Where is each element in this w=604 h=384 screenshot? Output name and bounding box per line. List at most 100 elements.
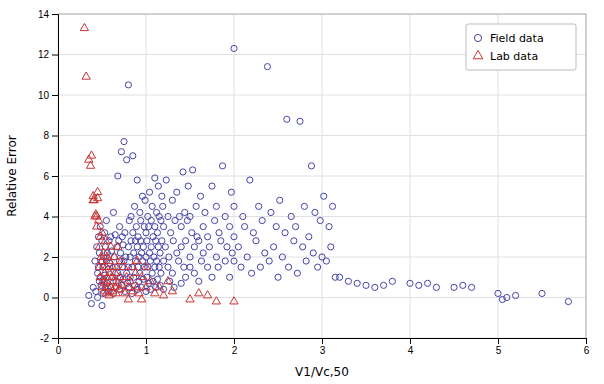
tick: 2 bbox=[232, 338, 238, 356]
point bbox=[328, 244, 334, 250]
tick-label: 3 bbox=[320, 345, 326, 356]
tick: 12 bbox=[38, 49, 58, 60]
point bbox=[159, 193, 165, 199]
point bbox=[82, 72, 90, 79]
tick-mark bbox=[52, 14, 58, 15]
tick-label: 6 bbox=[43, 171, 49, 182]
tick-mark bbox=[52, 298, 58, 299]
point bbox=[115, 173, 121, 179]
point bbox=[300, 244, 306, 250]
point bbox=[157, 250, 163, 256]
point bbox=[284, 116, 290, 122]
tick-label: 10 bbox=[38, 90, 50, 101]
point bbox=[198, 258, 204, 264]
point bbox=[308, 163, 314, 169]
point bbox=[264, 64, 270, 70]
point bbox=[228, 189, 234, 195]
tick-label: 0 bbox=[56, 345, 62, 356]
point bbox=[146, 224, 152, 230]
point bbox=[143, 230, 149, 236]
point bbox=[231, 234, 237, 240]
tick-mark bbox=[52, 257, 58, 258]
point bbox=[212, 297, 220, 304]
point bbox=[137, 295, 145, 302]
point bbox=[230, 297, 238, 304]
point bbox=[266, 258, 272, 264]
point bbox=[145, 213, 151, 219]
point bbox=[152, 175, 158, 181]
point bbox=[115, 272, 123, 279]
point bbox=[216, 230, 222, 236]
tick-mark bbox=[52, 95, 58, 96]
point bbox=[87, 151, 95, 158]
point bbox=[241, 224, 247, 230]
point bbox=[213, 254, 219, 260]
point bbox=[125, 244, 131, 250]
point bbox=[301, 203, 307, 209]
tick-mark bbox=[52, 338, 58, 339]
point bbox=[161, 224, 167, 230]
point bbox=[146, 276, 154, 283]
point bbox=[142, 197, 148, 203]
point bbox=[169, 197, 175, 203]
point bbox=[253, 238, 259, 244]
series bbox=[86, 45, 572, 308]
point bbox=[187, 254, 193, 260]
point bbox=[137, 209, 143, 215]
tick: 5 bbox=[496, 338, 502, 356]
tick: 4 bbox=[408, 338, 414, 356]
point bbox=[539, 290, 545, 296]
point bbox=[227, 274, 233, 280]
point bbox=[154, 230, 160, 236]
point bbox=[425, 280, 431, 286]
tick-mark bbox=[52, 176, 58, 177]
tick: 3 bbox=[320, 338, 326, 356]
tick: 10 bbox=[38, 90, 58, 101]
point bbox=[193, 203, 199, 209]
point bbox=[363, 282, 369, 288]
point bbox=[213, 203, 219, 209]
grid-line-y bbox=[58, 14, 586, 15]
legend: Field dataLab data bbox=[466, 24, 576, 70]
point bbox=[227, 224, 233, 230]
point bbox=[122, 272, 130, 279]
point bbox=[165, 264, 171, 270]
point bbox=[159, 291, 167, 298]
grid-line-y bbox=[58, 297, 586, 298]
point bbox=[133, 256, 141, 263]
point bbox=[275, 274, 281, 280]
point bbox=[469, 284, 475, 290]
point bbox=[118, 149, 124, 155]
grid-line-x bbox=[586, 14, 587, 338]
point bbox=[181, 264, 187, 270]
grid bbox=[58, 14, 586, 338]
point bbox=[197, 193, 203, 199]
point bbox=[285, 264, 291, 270]
point bbox=[133, 224, 139, 230]
point bbox=[513, 292, 519, 298]
point bbox=[156, 264, 162, 270]
tick-mark bbox=[586, 338, 587, 344]
point bbox=[101, 236, 109, 243]
point bbox=[169, 270, 175, 276]
point bbox=[180, 169, 186, 175]
point bbox=[80, 23, 88, 30]
point bbox=[219, 163, 225, 169]
point bbox=[144, 238, 150, 244]
tick-label: 8 bbox=[43, 130, 49, 141]
point bbox=[205, 234, 211, 240]
point bbox=[130, 153, 136, 159]
tick: 14 bbox=[38, 9, 58, 20]
point bbox=[121, 138, 127, 144]
point bbox=[249, 270, 255, 276]
point bbox=[153, 238, 159, 244]
point bbox=[238, 264, 244, 270]
point bbox=[222, 258, 228, 264]
point bbox=[148, 244, 154, 250]
legend-marker bbox=[474, 34, 481, 41]
tick-label: 1 bbox=[144, 345, 150, 356]
point bbox=[147, 258, 153, 264]
point bbox=[191, 244, 197, 250]
point bbox=[195, 289, 203, 296]
point bbox=[291, 238, 297, 244]
